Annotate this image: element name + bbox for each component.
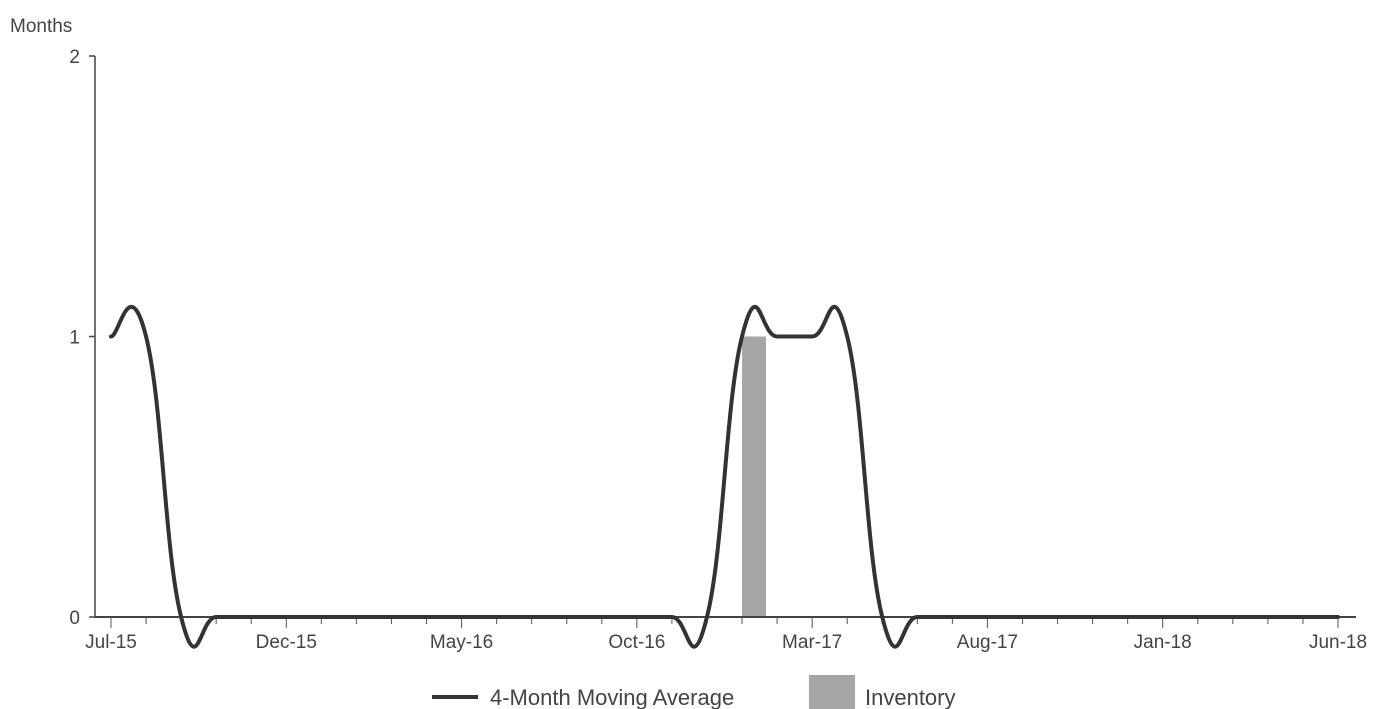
moving-average-line	[109, 304, 1340, 649]
x-tick-label-Jan-18: Jan-18	[1134, 632, 1192, 653]
x-tick-label-May-16: May-16	[430, 632, 493, 653]
y-tick-label-0: 0	[69, 608, 80, 629]
inventory-bar-Jan-17	[742, 336, 767, 617]
y-tick-label-2: 2	[69, 47, 80, 68]
legend-label-moving-average: 4-Month Moving Average	[490, 685, 734, 709]
x-tick-label-Jun-18: Jun-18	[1309, 632, 1367, 653]
legend-bar-swatch	[809, 675, 855, 709]
legend: 4-Month Moving Average Inventory	[432, 675, 956, 709]
legend-label-inventory: Inventory	[865, 685, 956, 709]
y-tick-label-1: 1	[69, 328, 80, 349]
x-tick-label-Jul-15: Jul-15	[85, 632, 137, 653]
x-tick-label-Mar-17: Mar-17	[782, 632, 842, 653]
x-tick-label-Oct-16: Oct-16	[608, 632, 665, 653]
x-tick-label-Dec-15: Dec-15	[256, 632, 317, 653]
inventory-bars	[742, 336, 767, 617]
y-axis-label: Months	[10, 16, 72, 37]
x-tick-label-Aug-17: Aug-17	[957, 632, 1018, 653]
moving-average-series	[109, 304, 1340, 649]
